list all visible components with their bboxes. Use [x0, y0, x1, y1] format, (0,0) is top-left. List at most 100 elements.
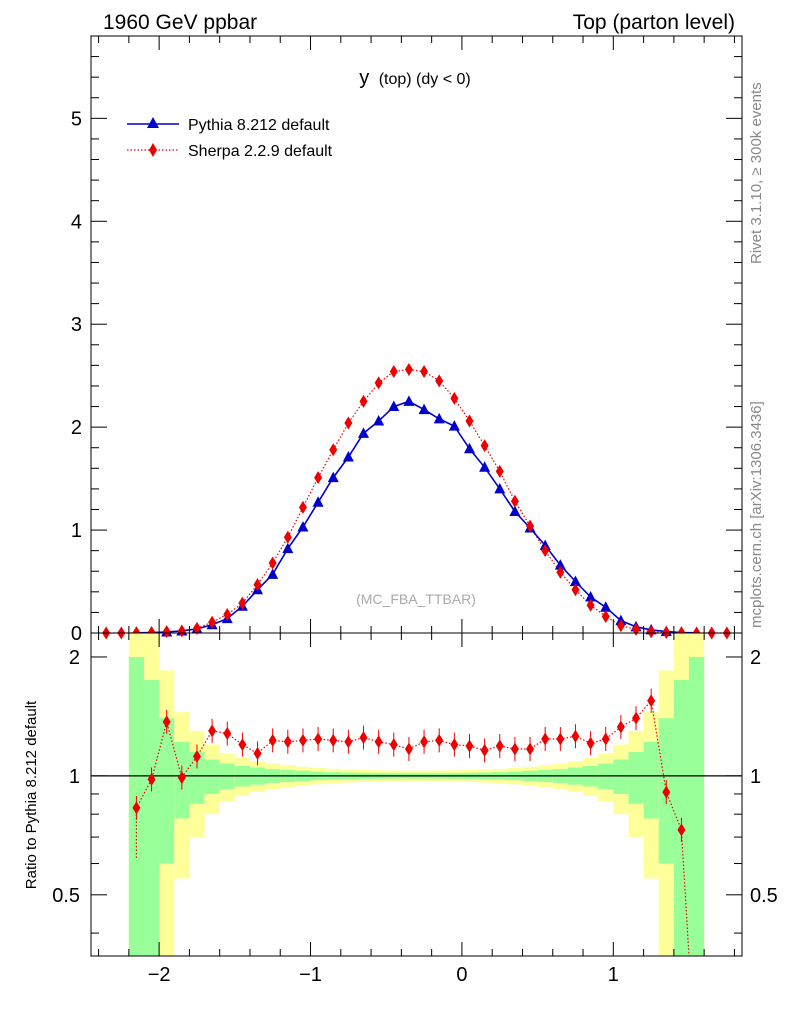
- ratio-sherpa-point: [374, 735, 383, 749]
- x-tick-label: −2: [148, 964, 171, 986]
- sherpa-point: [223, 607, 232, 621]
- sherpa-point: [283, 530, 292, 544]
- mcplots-label: mcplots.cern.ch [arXiv:1306.3436]: [748, 401, 765, 628]
- pythia-point: [433, 412, 445, 424]
- sherpa-point: [314, 471, 323, 485]
- ratio-sherpa-point: [586, 736, 595, 750]
- ratio-sherpa-point: [283, 735, 292, 749]
- sherpa-point: [450, 391, 459, 405]
- ratio-sherpa-point: [359, 731, 368, 745]
- sherpa-point: [374, 376, 383, 390]
- ratio-band-inner: [189, 751, 205, 804]
- ratio-sherpa-point: [404, 742, 413, 756]
- ratio-sherpa-line: [135, 699, 690, 957]
- ratio-sherpa-point: [450, 738, 459, 752]
- ratio-sherpa-point: [177, 771, 186, 785]
- ratio-sherpa-point: [465, 739, 474, 753]
- ratio-plot-frame: [90, 632, 743, 957]
- sherpa-point: [526, 519, 535, 533]
- pythia-point: [373, 414, 385, 426]
- sherpa-point: [298, 500, 307, 514]
- ratio-sherpa-point: [268, 733, 277, 747]
- ratio-sherpa-point: [677, 823, 686, 837]
- sherpa-point: [177, 624, 186, 638]
- ratio-axes: −2 −1 0 1 0.5 0.5 1 1 2 2: [52, 633, 778, 986]
- ratio-sherpa-point: [526, 742, 535, 756]
- y-tick-label: 3: [71, 314, 82, 336]
- pythia-point: [267, 568, 279, 579]
- sherpa-point: [647, 625, 656, 639]
- ratio-band-inner: [613, 759, 629, 794]
- ratio-band-inner: [689, 656, 705, 956]
- main-plot-panel: y (top) (dy < 0) (MC_FBA_TTBAR) 0 1 2 3 4 5 P…: [71, 35, 743, 645]
- rivet-label: Rivet 3.1.10, ≥ 300k events: [748, 82, 765, 264]
- ratio-band-inner: [143, 679, 160, 956]
- legend-pythia-label: Pythia 8.212 default: [188, 117, 330, 134]
- x-tick-label: −1: [299, 964, 322, 986]
- y-tick-label: 2: [71, 417, 82, 439]
- pythia-point: [418, 403, 430, 415]
- legend-sherpa-label: Sherpa 2.2.9 default: [188, 143, 333, 160]
- ratio-sherpa-point: [344, 735, 353, 749]
- pythia-point: [600, 601, 612, 612]
- ratio-sherpa-point: [132, 801, 141, 815]
- ratio-y-tick-label-right: 2: [750, 647, 761, 669]
- ratio-sherpa-point: [253, 746, 262, 760]
- sherpa-point: [435, 374, 444, 388]
- y-tick-label: 4: [71, 211, 82, 233]
- sherpa-point: [208, 615, 217, 629]
- sherpa-point: [268, 556, 277, 570]
- sherpa-point: [238, 596, 247, 610]
- ratio-band-inner: [643, 741, 659, 819]
- pythia-point: [585, 590, 597, 602]
- main-axes: 0 1 2 3 4 5: [71, 36, 742, 645]
- ratio-sherpa-point: [223, 727, 232, 741]
- pythia-point: [358, 427, 370, 438]
- sherpa-point: [359, 394, 368, 408]
- ratio-sherpa-point: [541, 732, 550, 746]
- sherpa-point: [420, 365, 429, 379]
- ratio-sherpa-point: [571, 729, 580, 743]
- x-tick-label: 0: [456, 964, 467, 986]
- ratio-band-inner: [159, 718, 175, 864]
- main-plot-title: y (top) (dy < 0): [359, 67, 470, 89]
- ratio-sherpa-point: [208, 724, 217, 738]
- ratio-series: [132, 688, 690, 957]
- sherpa-point: [556, 565, 565, 579]
- sherpa-point: [192, 621, 201, 635]
- ratio-sherpa-point: [556, 732, 565, 746]
- ratio-sherpa-point: [389, 738, 398, 752]
- ratio-y-tick-label: 2: [69, 647, 80, 669]
- legend-pythia-marker: [147, 117, 159, 128]
- ratio-sherpa-point: [601, 732, 610, 746]
- pythia-point: [327, 471, 339, 483]
- sherpa-point: [541, 544, 550, 558]
- x-tick-label: 1: [608, 964, 619, 986]
- pythia-point: [554, 559, 566, 570]
- ratio-ylabel: Ratio to Pythia 8.212 default: [23, 700, 40, 889]
- ratio-sherpa-point: [616, 720, 625, 734]
- pythia-point: [297, 520, 309, 532]
- y-tick-label: 1: [71, 520, 82, 542]
- ratio-sherpa-point: [192, 749, 201, 763]
- ratio-y-tick-label: 1: [69, 766, 80, 788]
- sherpa-point: [404, 362, 413, 376]
- sherpa-point: [389, 365, 398, 379]
- legend: Pythia 8.212 default Sherpa 2.2.9 defaul…: [127, 117, 333, 160]
- ratio-sherpa-point: [632, 711, 641, 725]
- sherpa-point: [329, 443, 338, 457]
- header-right: Top (parton level): [573, 11, 735, 34]
- pythia-point: [494, 482, 506, 494]
- sherpa-point: [571, 583, 580, 597]
- ratio-sherpa-point: [162, 715, 171, 729]
- sherpa-point: [601, 610, 610, 624]
- pythia-point: [403, 395, 415, 406]
- ratio-sherpa-point: [420, 735, 429, 749]
- ratio-y-tick-label-right: 0.5: [750, 885, 778, 907]
- sherpa-point: [162, 625, 171, 639]
- header-left: 1960 GeV ppbar: [103, 11, 257, 34]
- pythia-point: [569, 575, 581, 587]
- main-plot-title-rest: (top) (dy < 0): [379, 71, 471, 88]
- pythia-point: [463, 442, 475, 454]
